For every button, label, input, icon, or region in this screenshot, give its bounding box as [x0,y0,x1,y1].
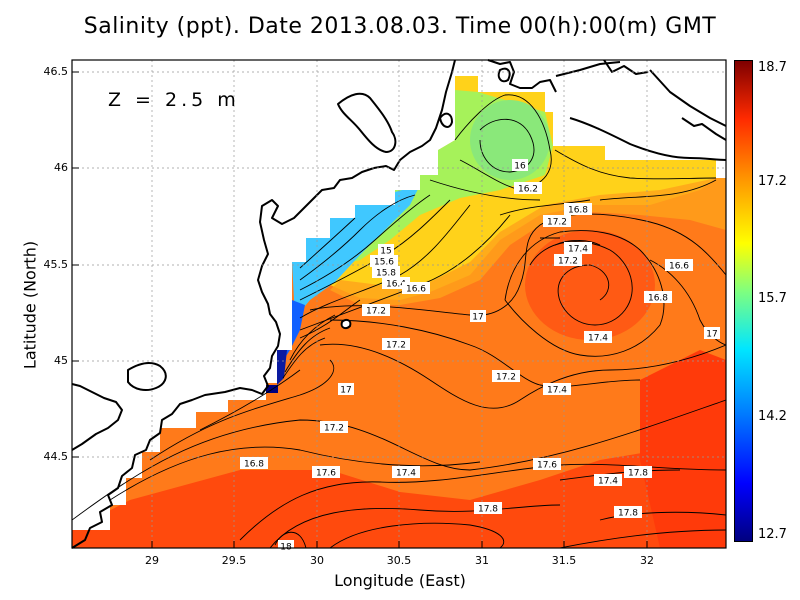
contour-label: 15 [380,247,391,257]
x-axis-label: Longitude (East) [334,571,466,590]
contour-label: 17.2 [496,373,516,383]
warm-zone-east [640,350,726,548]
tick-marks [72,71,648,548]
contour-label: 17 [706,330,717,340]
colorbar-tick: 14.2 [758,409,787,424]
contour-label-bg [543,383,571,395]
contour-label-bg [338,383,354,395]
contour-label: 16.2 [518,185,538,195]
contour-label: 17.4 [396,469,416,479]
x-tick-label: 30.5 [386,554,412,567]
contour-label: 17.4 [568,245,588,255]
contour-label-bg [624,466,652,478]
x-tick-label: 30 [310,554,324,567]
contour-label: 16.8 [568,206,588,216]
contour-label-bg [584,331,612,343]
contour-label-bg [514,182,542,194]
map-title: Salinity (ppt). Date 2013.08.03. Time 00… [83,14,717,39]
contour-label-bg [665,259,693,271]
green-core [470,100,550,180]
contour-label: 17.2 [547,218,567,228]
contour-label-bg [320,421,348,433]
contour-label: 17.4 [547,386,567,396]
y-axis-label: Latitude (North) [20,240,40,370]
contour-label-bg [644,291,672,303]
blue-zone [292,185,420,318]
contour-label: 17.2 [386,341,406,351]
contour-label-bg [278,540,294,552]
x-tick-label: 32 [640,554,654,567]
contour-label-bg [614,506,642,518]
contour-label: 17.8 [628,469,648,479]
orange-transition [330,178,726,305]
contour-label: 16 [514,162,526,172]
contour-label-bg [378,244,394,256]
contour-label: 17.6 [537,461,557,471]
contour-label-bg [704,327,720,339]
contour-label-bg [312,466,340,478]
darkest-blue [277,350,287,385]
contour-label: 17.4 [588,334,608,344]
contour-label: 17.6 [316,469,336,479]
contour-label: 16.6 [669,262,689,272]
contour-label-bg [372,266,400,278]
x-tick-label: 31.5 [551,554,577,567]
contour-label-bg [554,254,582,266]
contour-label-bg [370,255,398,267]
contour-label-bg [564,203,592,215]
contour-label: 15.6 [374,258,394,268]
contour-label-bg [594,474,622,486]
contour-label-bg [402,282,430,294]
contour-label: 17.8 [618,509,638,519]
contour-label: 16.8 [648,294,668,304]
contour-label-bg [362,304,390,316]
colorbar [734,60,753,542]
y-tick-label: 45 [54,354,68,367]
y-tick-label: 45.5 [43,258,69,271]
no-data-corner [478,60,726,178]
contour-label: 16.4 [386,280,406,290]
colorbar-tick: 15.7 [758,291,787,306]
contour-label: 17 [472,313,483,323]
contour-label-bg [392,466,420,478]
contour-label: 17.2 [366,307,386,317]
contour-label-bg [470,310,486,322]
contour-label: 17.8 [478,505,498,515]
contour-label-bg [240,457,268,469]
contour-label-bg [543,215,571,227]
contour-label-bg [492,370,520,382]
y-tick-label: 44.5 [43,450,69,463]
contour-label-bg [512,159,528,171]
contour-label: 16.8 [244,460,264,470]
contour-label: 17.2 [558,257,578,267]
contour-label: 17.4 [598,477,618,487]
colorbar-tick: 12.7 [758,527,787,542]
contour-label-bg [533,458,561,470]
y-tick-label: 46.5 [43,65,69,78]
x-tick-label: 29.5 [221,554,247,567]
contour-label-bg [564,242,592,254]
coastline [71,59,727,549]
contour-label: 17.2 [324,424,344,434]
contour-label: 16.6 [406,285,426,295]
colorbar-tick: 18.7 [758,60,787,75]
x-tick-label: 29 [145,554,159,567]
yellow-band [306,76,716,300]
depth-label: Z = 2.5 m [108,89,240,111]
x-tick-label: 31 [475,554,489,567]
warm-zone [72,420,726,548]
y-tick-label: 46 [54,161,68,174]
contour-label-bg [474,502,502,514]
contour-label: 17 [340,386,351,396]
contour-label-bg [382,338,410,350]
contour-label: 15.8 [376,269,396,279]
colorbar-tick: 17.2 [758,174,787,189]
